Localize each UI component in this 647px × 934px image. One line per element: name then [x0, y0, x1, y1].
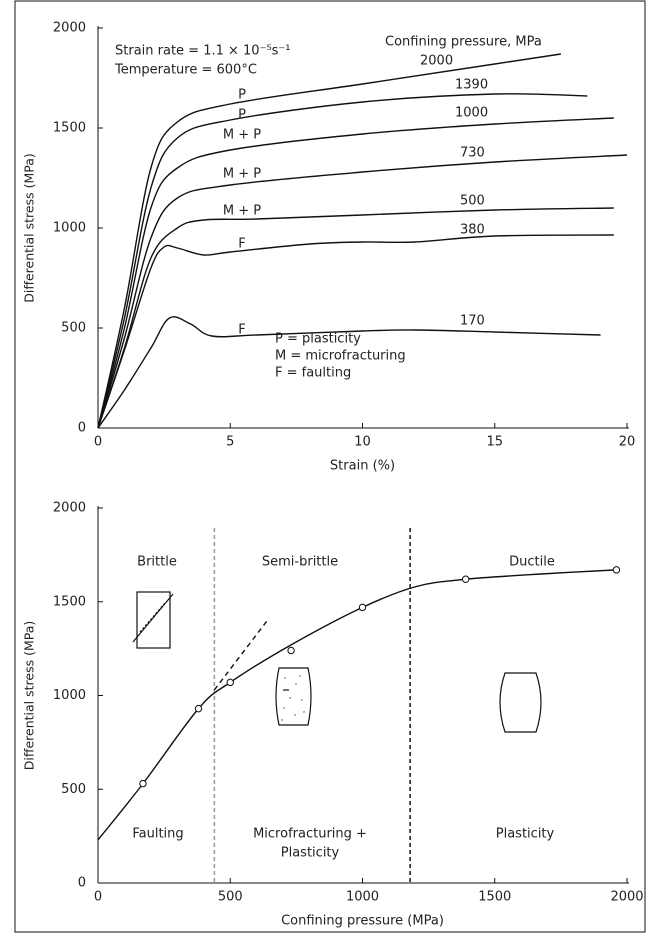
data-point: [358, 603, 367, 612]
x-axis-label: Strain (%): [330, 459, 395, 474]
curve-label: 380: [460, 223, 485, 238]
curve: [97, 93, 588, 429]
frame: [14, 0, 646, 933]
annotation: P = plasticity: [275, 332, 361, 347]
annotation: Strain rate = 1.1 × 10⁻⁵s⁻¹: [115, 44, 291, 59]
data-point: [612, 566, 621, 574]
y-tick-label: 1500: [53, 594, 86, 609]
curve-label: 1000: [455, 106, 488, 121]
x-tick-label: 500: [218, 890, 243, 905]
mode-label: M + P: [223, 128, 261, 143]
y-tick-label: 1000: [53, 688, 86, 703]
annotation: Plasticity: [281, 846, 340, 861]
mode-label: F: [238, 323, 245, 338]
y-tick-label: 0: [78, 876, 86, 891]
y-tick-label: 2000: [53, 21, 86, 36]
x-tick-label: 5: [226, 435, 234, 450]
annotation: Semi-brittle: [262, 555, 338, 570]
curve: [97, 316, 601, 429]
x-tick-label: 2000: [610, 890, 643, 905]
annotation: Ductile: [509, 555, 555, 570]
annotation: Confining pressure, MPa: [385, 35, 542, 50]
curve-label: 730: [460, 146, 485, 161]
y-tick-label: 0: [78, 421, 86, 436]
x-tick-label: 1000: [346, 890, 379, 905]
annotation: Faulting: [132, 827, 183, 842]
curve: [97, 53, 561, 429]
curve-label: 1390: [455, 78, 488, 93]
data-point: [287, 646, 295, 655]
curve: [213, 620, 268, 691]
x-tick-label: 15: [486, 435, 503, 450]
specimen-icons: [132, 591, 542, 733]
annotation: Brittle: [137, 555, 177, 570]
mode-label: P: [238, 88, 246, 103]
x-tick-label: 0: [94, 435, 102, 450]
curve: [97, 154, 628, 429]
curve-label: 500: [460, 194, 485, 209]
y-axis-label: Differential stress (MPa): [22, 153, 37, 303]
y-axis-label: Differential stress (MPa): [22, 621, 37, 771]
curve-label: 170: [460, 314, 485, 329]
data-point: [226, 678, 234, 687]
y-tick-label: 1500: [53, 121, 86, 136]
curve: [97, 117, 614, 429]
x-tick-label: 1500: [478, 890, 511, 905]
data-point: [194, 704, 203, 713]
mode-label: M + P: [223, 167, 261, 182]
mode-label: P: [238, 108, 246, 123]
annotation: M = microfracturing: [275, 349, 406, 364]
annotation: F = faulting: [275, 366, 351, 381]
y-tick-label: 500: [61, 782, 86, 797]
x-tick-label: 0: [94, 890, 102, 905]
x-tick-label: 10: [354, 435, 371, 450]
annotation: Microfracturing +: [253, 827, 367, 842]
curve: [97, 569, 617, 841]
annotation: Temperature = 600°C: [114, 63, 257, 78]
mode-label: M + P: [223, 204, 261, 219]
x-tick-label: 20: [619, 435, 636, 450]
annotation: Plasticity: [496, 827, 555, 842]
y-tick-label: 500: [61, 321, 86, 336]
data-point: [139, 779, 147, 788]
curve: [97, 234, 614, 429]
curve: [97, 207, 614, 429]
y-tick-label: 2000: [53, 501, 86, 516]
y-tick-label: 1000: [53, 221, 86, 236]
curve-label: 2000: [420, 54, 453, 69]
data-point: [461, 575, 470, 583]
x-axis-label: Confining pressure (MPa): [281, 914, 444, 929]
mode-label: F: [238, 237, 245, 252]
specimen-dots: [281, 675, 305, 721]
